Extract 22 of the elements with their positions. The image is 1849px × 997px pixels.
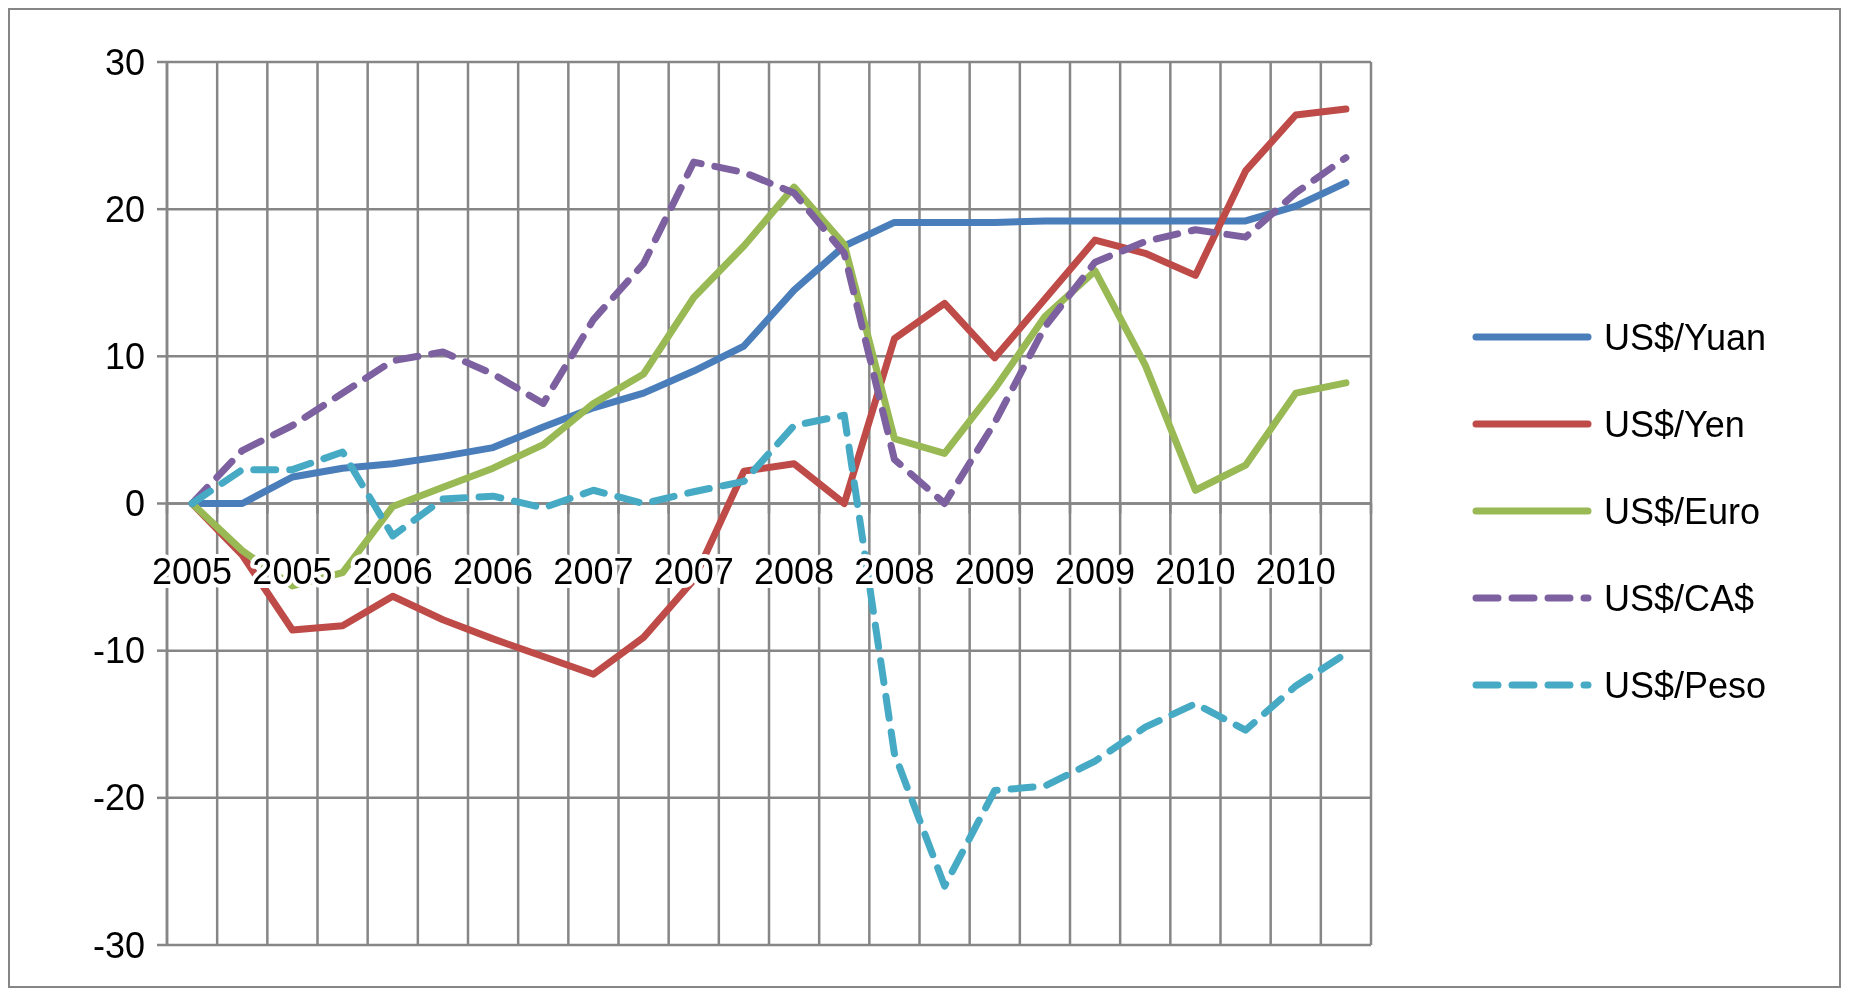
legend-label: US$/Peso	[1604, 664, 1767, 706]
legend-label: US$/Euro	[1604, 490, 1761, 532]
x-tick-label: 2010	[1255, 550, 1336, 592]
legend-label: US$/Yen	[1604, 403, 1745, 445]
x-tick-label: 2009	[954, 550, 1035, 592]
x-tick-label: 2007	[553, 550, 634, 592]
x-tick-label: 2006	[352, 550, 433, 592]
y-tick-label: -30	[92, 924, 145, 966]
y-tick-label: 30	[104, 41, 145, 83]
legend-label: US$/Yuan	[1604, 316, 1767, 358]
x-tick-label: 2006	[453, 550, 534, 592]
y-tick-label: -20	[92, 777, 145, 819]
x-tick-label: 2008	[754, 550, 835, 592]
y-tick-label: 20	[104, 188, 145, 230]
x-tick-label: 2008	[854, 550, 935, 592]
legend-label: US$/CA$	[1604, 577, 1755, 619]
x-tick-label: 2009	[1055, 550, 1136, 592]
y-tick-label: -10	[92, 630, 145, 672]
x-tick-label: 2010	[1155, 550, 1236, 592]
y-tick-label: 10	[104, 335, 145, 377]
y-tick-label: 0	[124, 483, 145, 525]
x-tick-label: 2005	[152, 550, 233, 592]
